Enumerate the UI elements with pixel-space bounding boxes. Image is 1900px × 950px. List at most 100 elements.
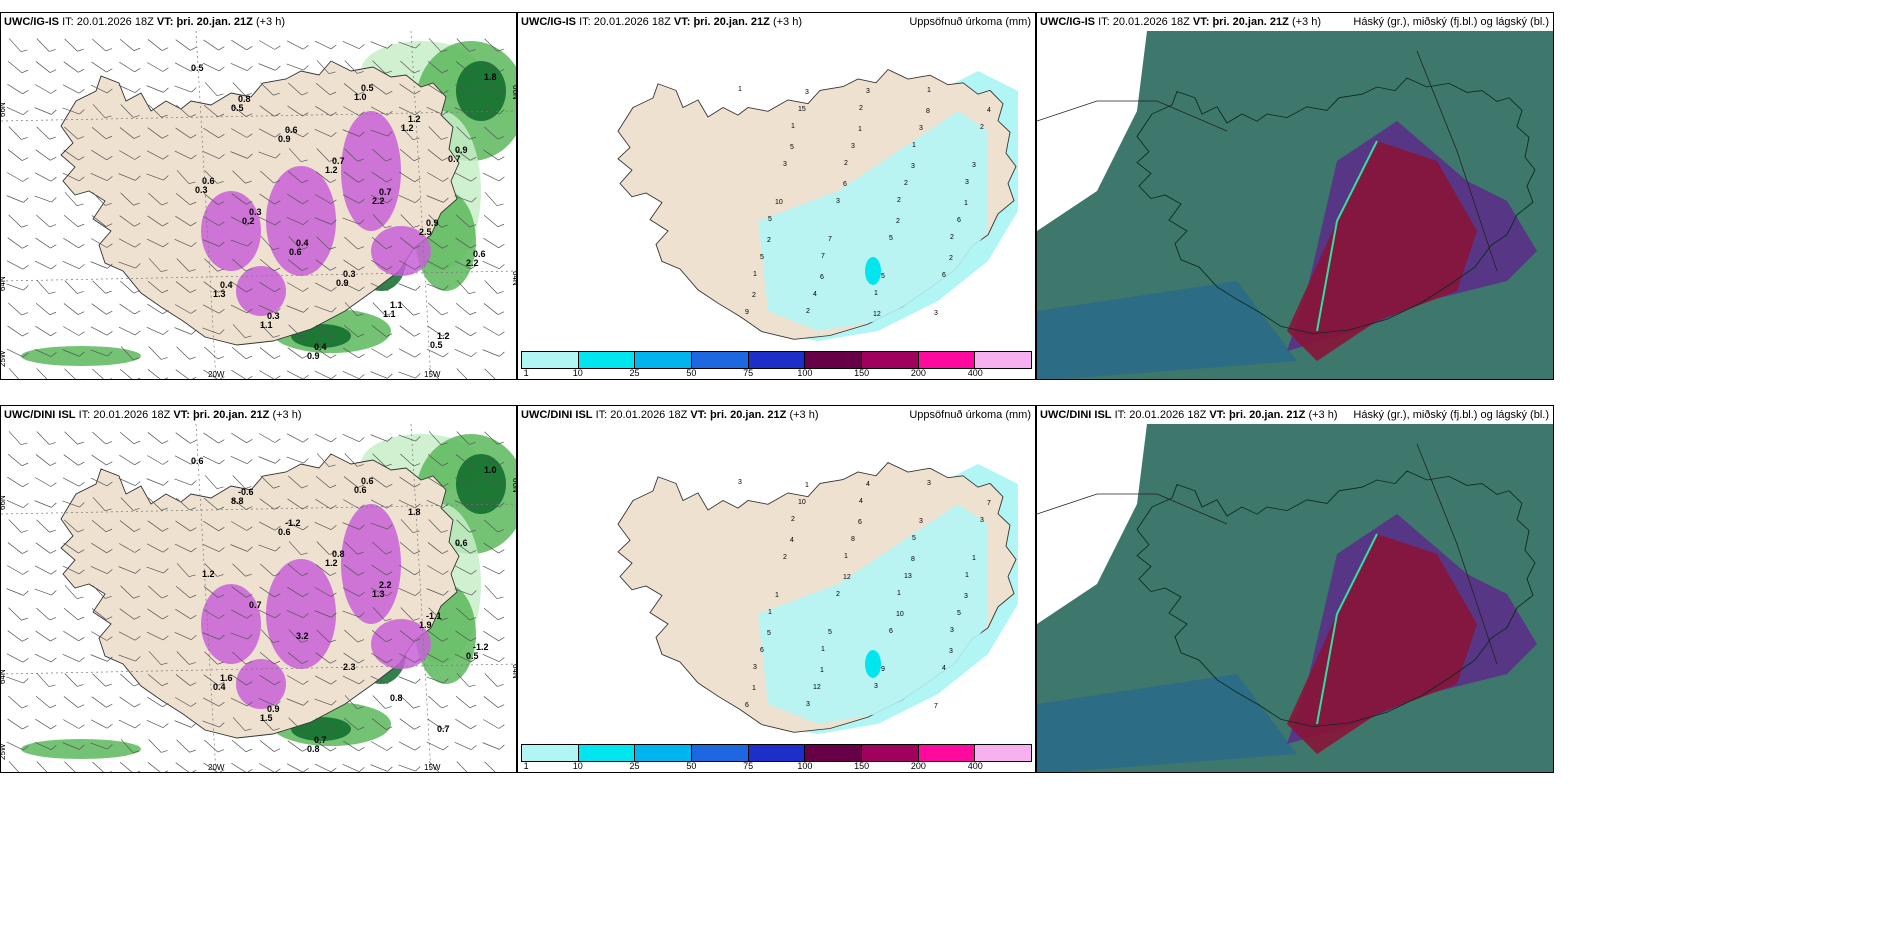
- wind-barb: [483, 454, 505, 466]
- colorbar-swatch: [862, 745, 919, 761]
- it-label: IT:: [595, 409, 608, 421]
- wind-value-label: 2.2: [372, 196, 385, 206]
- wind-barb: [176, 258, 196, 272]
- wind-value-label: 0.6: [285, 125, 298, 135]
- wind-barb: [175, 281, 197, 293]
- wind-barb: [7, 542, 29, 554]
- model-label: UWC/IG-IS: [4, 16, 59, 28]
- precip-value-label: 3: [874, 683, 878, 690]
- precip-panel-bottom: UWC/DINI ISL IT: 20.01.2026 18Z VT: þri.…: [517, 405, 1036, 773]
- wind-barb: [91, 454, 113, 466]
- wind-barb: [7, 718, 29, 730]
- wind-barb: [62, 261, 85, 269]
- wind-barb: [118, 631, 141, 641]
- colorbar-tick: 75: [743, 368, 754, 378]
- wind-barb: [258, 305, 281, 313]
- wind-shading: [456, 454, 506, 514]
- country-border: [1416, 443, 1498, 665]
- wind-barb: [344, 148, 364, 162]
- wind-barb: [62, 84, 85, 94]
- wind-barb: [148, 346, 168, 360]
- it-value: 20.01.2026 18Z: [1129, 409, 1207, 421]
- colorbar-tick: 25: [629, 368, 640, 378]
- wind-barb: [316, 148, 336, 162]
- wind-barb: [426, 676, 449, 684]
- wind-barb: [483, 61, 505, 73]
- precip-title: Uppsöfnuð úrkoma (mm): [909, 16, 1031, 28]
- colorbar-tick: 10: [572, 368, 583, 378]
- wind-value-label: 1.2: [325, 165, 338, 175]
- precip-value-label: 1: [820, 667, 824, 674]
- wind-value-label: 1.2: [437, 331, 450, 341]
- wind-barb: [286, 128, 309, 138]
- wind-barb: [316, 60, 336, 75]
- wind-barb: [484, 192, 504, 207]
- colorbar-swatch: [748, 352, 806, 368]
- wind-barb: [315, 82, 337, 96]
- wind-barb: [146, 327, 169, 335]
- wind-barb: [399, 325, 421, 337]
- wind-barb: [316, 324, 337, 338]
- wind-barb: [35, 149, 57, 161]
- wind-barb: [454, 260, 477, 270]
- wind-barb: [399, 630, 421, 642]
- wind-barb: [399, 653, 421, 663]
- wind-barb: [118, 719, 141, 729]
- precip-value-label: 2: [844, 160, 848, 167]
- precip-header-bottom: UWC/DINI ISL IT: 20.01.2026 18Z VT: þri.…: [518, 406, 1035, 424]
- wind-barb: [426, 107, 449, 115]
- wind-barb: [148, 739, 168, 753]
- colorbar-tick: 75: [743, 761, 754, 771]
- wind-barb: [119, 38, 141, 52]
- precip-value-label: 3: [836, 198, 840, 205]
- colorbar-swatch: [692, 745, 749, 761]
- wind-value-label: 0.9: [278, 134, 291, 144]
- wind-barb: [286, 370, 309, 379]
- wind-barb: [400, 453, 421, 467]
- wind-barb: [483, 303, 505, 315]
- wind-barb: [147, 215, 169, 227]
- wind-barb: [287, 170, 309, 184]
- wind-barb: [34, 500, 57, 508]
- wind-barb: [8, 126, 28, 140]
- vt-value: þri. 20.jan. 21Z: [709, 409, 787, 421]
- wind-barb: [91, 61, 113, 73]
- colorbar-tick: 100: [797, 761, 813, 771]
- vt-label: VT:: [690, 409, 707, 421]
- wind-barb: [120, 497, 140, 511]
- wind-barb: [371, 83, 393, 95]
- wind-barb: [399, 718, 421, 730]
- wind-panel-bottom: UWC/DINI ISL IT: 20.01.2026 18Z VT: þri.…: [0, 405, 517, 773]
- wind-barb: [286, 456, 309, 464]
- wind-barb: [370, 676, 393, 684]
- precip-value-label: 15: [798, 106, 806, 113]
- wind-barb: [232, 82, 252, 96]
- wind-barb: [454, 172, 477, 182]
- low-cloud: [1287, 141, 1477, 361]
- wind-barb: [119, 454, 141, 466]
- wind-barb: [260, 717, 280, 731]
- precip-value-label: 3: [919, 518, 923, 525]
- wind-barb: [231, 105, 253, 117]
- wind-barb: [456, 38, 476, 52]
- wind-barb: [372, 148, 393, 162]
- wind-barb: [34, 107, 57, 115]
- wind-barb: [456, 607, 477, 621]
- wind-barb: [455, 325, 477, 337]
- wind-barb: [202, 632, 225, 640]
- wind-barb: [147, 520, 169, 532]
- wind-header-top: UWC/IG-IS IT: 20.01.2026 18Z VT: þri. 20…: [1, 13, 516, 31]
- wind-value-label: 0.7: [379, 187, 392, 197]
- wind-barb: [258, 128, 281, 138]
- cloud-edge: [1316, 533, 1378, 725]
- lon-label: 20W: [208, 763, 225, 772]
- precip-value-label: 1: [738, 86, 742, 93]
- precip-value-label: 6: [820, 274, 824, 281]
- wind-barb: [119, 368, 141, 379]
- precip-value-label: 1: [768, 609, 772, 616]
- wind-barb: [484, 761, 504, 772]
- precip-value-label: 7: [934, 703, 938, 710]
- wind-barb: [484, 519, 505, 533]
- wind-barb: [259, 281, 281, 293]
- wind-barb: [176, 651, 196, 665]
